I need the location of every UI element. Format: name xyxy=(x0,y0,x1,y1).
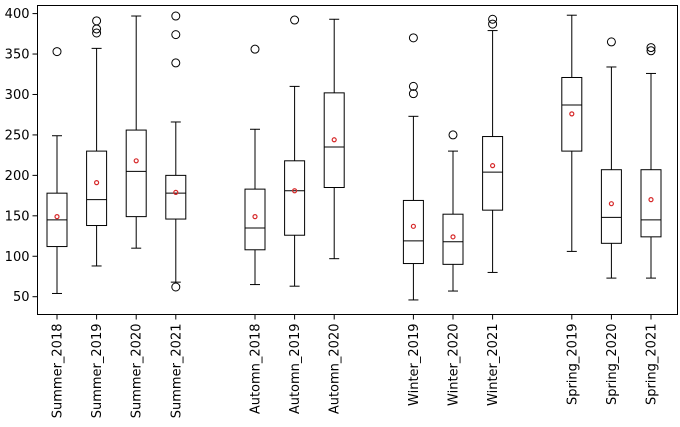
plot-area xyxy=(46,11,662,301)
iqr-box xyxy=(482,136,504,211)
y-tick-label: 250 xyxy=(5,128,30,143)
iqr-box xyxy=(640,169,662,238)
mean-marker xyxy=(173,189,179,195)
mean-marker xyxy=(93,180,100,186)
x-tick-label: Spring_2021 xyxy=(645,324,660,406)
x-tick-label: Winter_2021 xyxy=(486,323,501,405)
x-tick-label: Summer_2018 xyxy=(51,324,66,419)
box-group-summer-2021 xyxy=(165,11,187,292)
iqr-box xyxy=(402,199,424,265)
iqr-box xyxy=(244,188,266,251)
box-group-winter-2019 xyxy=(402,33,424,301)
x-tick-label: Summer_2020 xyxy=(130,324,145,419)
outlier-point xyxy=(250,44,260,54)
y-tick-label: 400 xyxy=(5,7,30,22)
outlier-point xyxy=(52,47,62,57)
mean-marker xyxy=(608,201,615,207)
box-group-automn-2020 xyxy=(323,18,345,260)
outlier-point xyxy=(448,130,458,140)
x-tick-label: Automn_2018 xyxy=(249,324,264,415)
y-tick-label: 300 xyxy=(5,88,30,103)
y-tick-label: 350 xyxy=(5,48,30,63)
mean-marker xyxy=(133,158,139,164)
box-group-summer-2020 xyxy=(125,15,147,249)
mean-marker xyxy=(331,137,337,143)
iqr-box xyxy=(600,169,622,244)
mean-marker xyxy=(292,188,298,194)
mean-marker xyxy=(648,197,654,203)
x-tick-label: Spring_2020 xyxy=(605,324,620,406)
iqr-box xyxy=(125,129,147,218)
box-group-winter-2020 xyxy=(442,130,464,292)
mean-marker xyxy=(54,214,60,220)
outlier-point xyxy=(171,58,181,68)
box-group-summer-2018 xyxy=(46,47,68,294)
axes-frame xyxy=(37,5,678,315)
y-tick-label: 100 xyxy=(5,250,30,265)
x-tick-label: Spring_2019 xyxy=(565,324,580,406)
iqr-box xyxy=(165,174,187,220)
mean-marker xyxy=(569,111,575,117)
outlier-point xyxy=(488,14,498,24)
y-tick-label: 50 xyxy=(13,290,30,305)
box-group-spring-2019 xyxy=(561,14,583,252)
x-tick-label: Summer_2019 xyxy=(90,324,105,419)
iqr-box xyxy=(284,160,306,236)
iqr-box xyxy=(323,92,345,189)
x-axis: Summer_2018 Summer_2019 Summer_2020 Summer_… xyxy=(51,314,660,419)
outlier-point xyxy=(488,19,498,29)
outlier-point xyxy=(290,15,300,25)
box-group-spring-2020 xyxy=(600,37,622,279)
outlier-point xyxy=(171,11,181,21)
box-group-spring-2021 xyxy=(640,43,662,279)
box-group-automn-2018 xyxy=(244,44,266,286)
x-tick-label: Summer_2021 xyxy=(169,324,184,419)
outlier-point xyxy=(408,89,418,99)
outlier-point xyxy=(646,43,656,53)
outlier-point xyxy=(92,16,102,26)
outlier-point xyxy=(171,282,181,292)
x-tick-label: Automn_2019 xyxy=(288,324,303,415)
iqr-box xyxy=(561,76,583,152)
x-tick-label: Winter_2019 xyxy=(407,324,422,406)
outlier-point xyxy=(606,37,616,47)
y-tick-label: 150 xyxy=(5,209,30,224)
y-tick-label: 200 xyxy=(5,169,30,184)
mean-marker xyxy=(252,214,258,220)
iqr-box xyxy=(442,213,464,265)
box-group-summer-2019 xyxy=(86,16,108,267)
x-tick-label: Winter_2020 xyxy=(447,324,462,406)
mean-marker xyxy=(450,234,456,240)
mean-marker xyxy=(490,163,496,169)
mean-marker xyxy=(410,223,416,229)
x-tick-label: Automn_2020 xyxy=(328,324,343,415)
outlier-point xyxy=(92,28,102,38)
outlier-point xyxy=(408,81,418,91)
outlier-point xyxy=(646,46,656,56)
box-group-winter-2021 xyxy=(482,14,504,273)
outlier-point xyxy=(171,30,181,40)
y-axis: 50 100 150 200 250 300 350 400 xyxy=(5,7,38,305)
iqr-box xyxy=(86,150,108,227)
box-group-automn-2019 xyxy=(284,15,306,287)
outlier-point xyxy=(408,33,418,43)
